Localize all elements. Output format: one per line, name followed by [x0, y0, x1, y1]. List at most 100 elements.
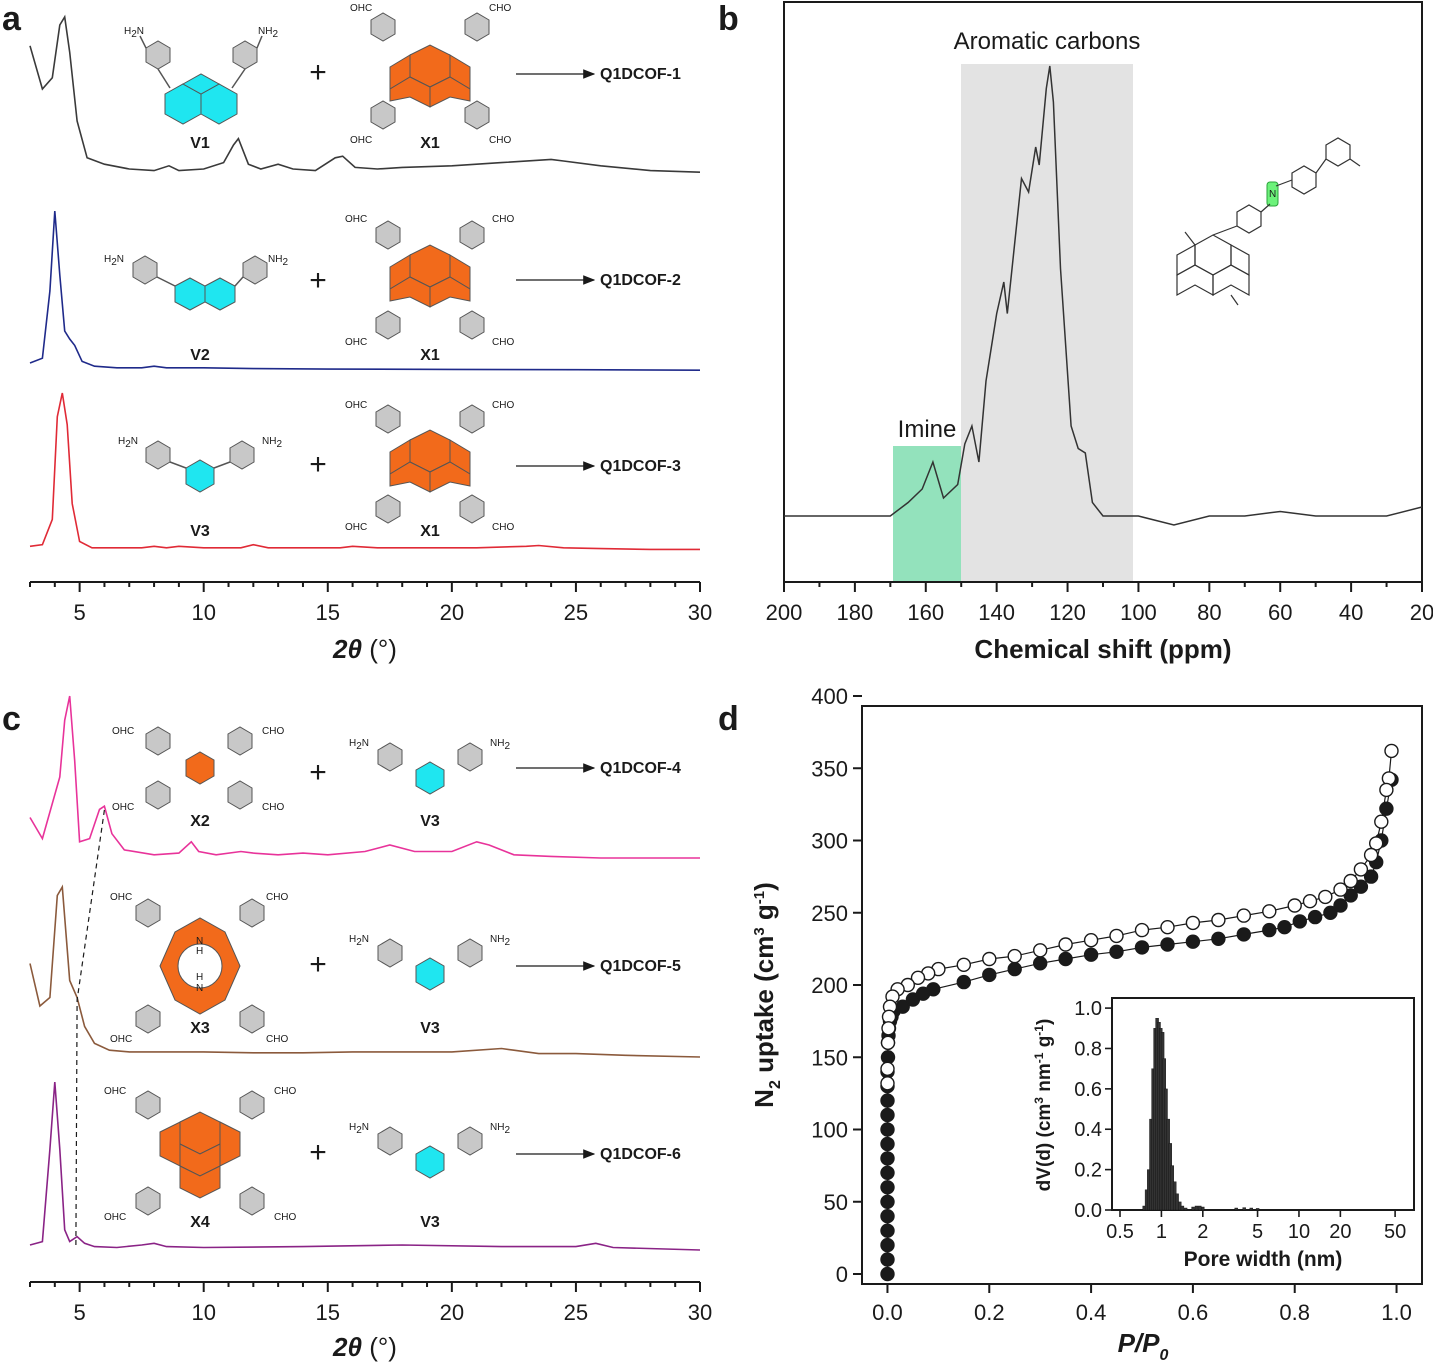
- shift-guide-line: [75, 809, 105, 1246]
- inset-y-title: dV(d) (cm3 nm-1 g-1): [1032, 1019, 1055, 1192]
- svg-text:OHC: OHC: [104, 1086, 126, 1097]
- pore-size-inset: 0.5 1 2 5 10 20 50 0.0 0.2 0.4 0.6 0.8 1.0 Pore widt…: [1032, 997, 1415, 1271]
- x-tick-label: 30: [688, 1300, 712, 1325]
- desorption-point: [910, 970, 926, 985]
- x-tick-label: 160: [907, 600, 944, 625]
- inset-y-tick-label: 0.4: [1074, 1119, 1102, 1141]
- x-tick-label: 0.8: [1279, 1300, 1310, 1325]
- inset-bar: [1201, 1206, 1205, 1211]
- y-tick-label: 250: [811, 901, 848, 926]
- panel-letter-b: b: [718, 0, 739, 38]
- x-tick-label: 1.0: [1381, 1300, 1412, 1325]
- inset-bar: [1234, 1207, 1238, 1211]
- trace-q1dcof-c3: [29, 1081, 701, 1251]
- y-tick-label: 50: [824, 1190, 848, 1215]
- panel-letter-c: c: [2, 700, 21, 738]
- panel-b-nmr: 200 180 160 140 120 100 80 60 40 20 Imine Aromati…: [766, 1, 1433, 664]
- desorption-point: [1109, 928, 1124, 944]
- svg-text:H2N: H2N: [349, 1122, 369, 1136]
- desorption-point: [956, 957, 971, 972]
- reaction-c4: OHC CHO OHC CHO X2 + H2N NH2 V3 Q1DCOF-4: [112, 726, 681, 830]
- adsorption-point: [1083, 947, 1099, 962]
- y-tick-label: 0: [836, 1262, 848, 1287]
- svg-text:OHC: OHC: [345, 214, 367, 225]
- product-q1dcof-3: Q1DCOF-3: [600, 458, 681, 475]
- svg-text:OHC: OHC: [345, 522, 367, 533]
- svg-text:OHC: OHC: [112, 802, 134, 813]
- inset-x-tick-label: 10: [1288, 1221, 1310, 1243]
- adsorption-point: [1292, 914, 1308, 929]
- desorption-point: [881, 1021, 896, 1036]
- inset-bar: [1198, 1205, 1202, 1211]
- desorption-point: [982, 951, 997, 967]
- x-tick-label: 200: [766, 600, 803, 625]
- y-tick-label: 100: [811, 1118, 848, 1143]
- svg-text:H2N: H2N: [104, 254, 124, 268]
- x-tick-label: 60: [1268, 600, 1292, 625]
- x-tick-label: 15: [316, 1300, 340, 1325]
- adsorption-point: [880, 1180, 895, 1195]
- panel-d-isotherm: 0.0 0.2 0.4 0.6 0.8 1.00501001502002503003504…: [749, 684, 1423, 1364]
- label-x1-2: X1: [420, 347, 440, 364]
- svg-text:CHO: CHO: [266, 1034, 288, 1045]
- desorption-point: [1058, 937, 1073, 952]
- adsorption-point: [1262, 922, 1277, 938]
- svg-text:N: N: [196, 983, 203, 994]
- svg-text:NH2: NH2: [268, 254, 288, 268]
- inset-bar: [1242, 1207, 1246, 1211]
- inset-x-tick-label: 5: [1252, 1221, 1263, 1243]
- desorption-point: [880, 1061, 895, 1077]
- desorption-point: [880, 1035, 896, 1051]
- adsorption-point: [1109, 944, 1124, 959]
- adsorption-point: [1323, 905, 1338, 920]
- adsorption-point: [880, 1252, 895, 1267]
- svg-text:CHO: CHO: [262, 802, 284, 813]
- inset-bar: [1191, 1206, 1195, 1211]
- linker-x1-structure-1: OHC CHO OHC CHO: [350, 3, 511, 146]
- svg-text:CHO: CHO: [262, 726, 284, 737]
- adsorption-point: [880, 1107, 895, 1123]
- nmr-spectrum: [784, 65, 1423, 526]
- panel-b-x-title: Chemical shift (ppm): [974, 634, 1231, 664]
- inset-x-tick-label: 1: [1156, 1221, 1167, 1243]
- panel-letter-d: d: [718, 700, 739, 738]
- adsorption-point: [880, 1237, 895, 1253]
- linker-x1-structure-2: OHC CHO OHC CHO: [345, 214, 514, 348]
- panel-d-x-title: P/P0: [1118, 1328, 1169, 1364]
- adsorption-point: [880, 1136, 895, 1152]
- imine-region: [893, 446, 961, 582]
- inset-y-tick-label: 0.0: [1074, 1200, 1102, 1222]
- trace-q1dcof-c2: [29, 884, 701, 1058]
- y-tick-label: 300: [811, 829, 848, 854]
- svg-text:OHC: OHC: [345, 337, 367, 348]
- desorption-point: [1185, 915, 1201, 931]
- x-tick-label: 40: [1339, 600, 1363, 625]
- inset-x-tick-label: 50: [1384, 1221, 1406, 1243]
- label-v3-a: V3: [190, 523, 210, 540]
- svg-text:OHC: OHC: [110, 1034, 132, 1045]
- desorption-point: [1236, 908, 1252, 923]
- x-tick-label: 15: [316, 600, 340, 625]
- aromatic-region: [961, 64, 1133, 582]
- inset-bar: [1180, 1205, 1185, 1211]
- panel-b-ticks: 200 180 160 140 120 100 80 60 40 20: [766, 582, 1433, 625]
- reaction-a1: H2N NH2 V1 + OHC CHO OHC CHO X1: [124, 3, 681, 152]
- panel-a-pxrd: 5 10 15 20 25 30 2θ (°) H2N NH2 V1 +: [29, 3, 712, 664]
- svg-text:CHO: CHO: [489, 3, 511, 14]
- desorption-point: [1343, 873, 1358, 889]
- y-tick-label: 200: [811, 973, 848, 998]
- adsorption-point: [1307, 909, 1323, 925]
- plus-c6: +: [309, 1136, 327, 1169]
- desorption-point: [1134, 922, 1150, 938]
- x-tick-label: 180: [837, 600, 874, 625]
- plus-c4: +: [309, 756, 327, 789]
- adsorption-point: [956, 974, 971, 990]
- product-q1dcof-2: Q1DCOF-2: [600, 272, 681, 289]
- product-q1dcof-6: Q1DCOF-6: [600, 1146, 681, 1163]
- trace-q1dcof-2: [29, 210, 701, 372]
- svg-text:CHO: CHO: [266, 892, 288, 903]
- desorption-point: [1262, 904, 1277, 919]
- linker-x3-structure: N H H N OHC CHO OHC CHO: [110, 892, 288, 1045]
- desorption-point: [1287, 898, 1302, 913]
- panel-d-frame: [861, 705, 1423, 1285]
